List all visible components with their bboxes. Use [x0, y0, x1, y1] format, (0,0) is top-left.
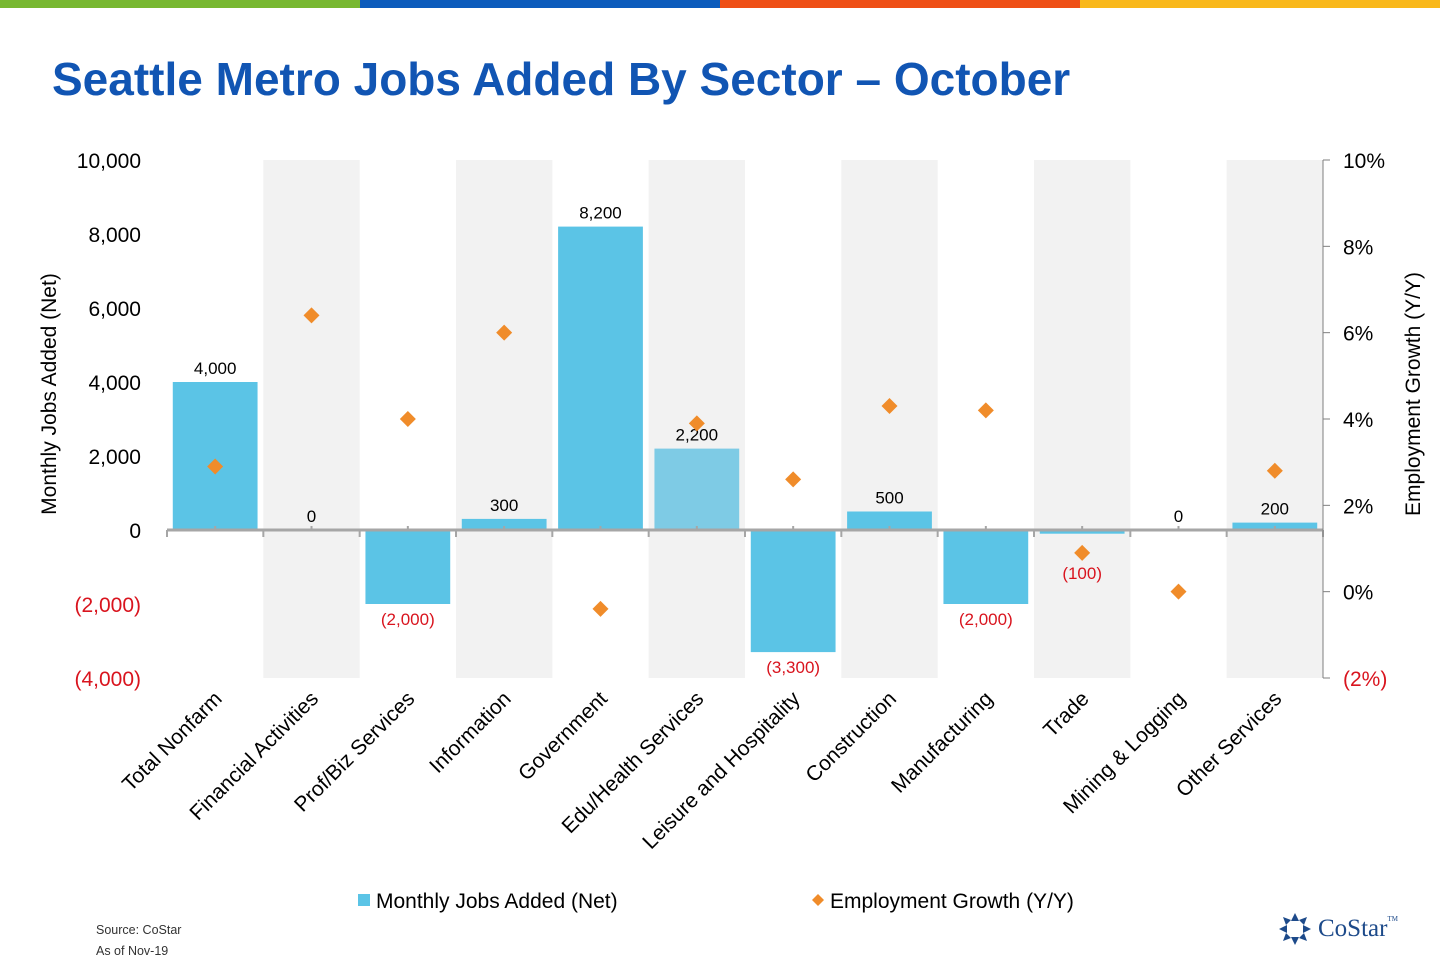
as-of-line: As of Nov-19 — [96, 944, 169, 958]
bar — [750, 530, 836, 653]
y-tick-label: 2,000 — [88, 446, 141, 469]
bar — [172, 382, 258, 530]
category-label: Manufacturing — [887, 687, 997, 797]
y-axis-title: Monthly Jobs Added (Net) — [38, 273, 61, 515]
growth-marker — [881, 398, 898, 415]
chart-title: Seattle Metro Jobs Added By Sector – Oct… — [52, 53, 1071, 105]
y2-tick-label: 10% — [1343, 150, 1385, 173]
background-band — [263, 160, 360, 678]
growth-marker — [1266, 462, 1283, 479]
legend-bar-label: Monthly Jobs Added (Net) — [376, 890, 618, 913]
y2-tick-label: (2%) — [1343, 668, 1387, 691]
top-bar-green — [0, 0, 360, 8]
bar — [365, 530, 451, 604]
y-tick-label: (4,000) — [74, 668, 141, 691]
bar-data-label: 2,200 — [676, 426, 719, 445]
bar-data-label: (100) — [1062, 564, 1102, 583]
growth-marker — [688, 415, 705, 432]
bar-data-label: (2,000) — [381, 610, 435, 629]
source-line: Source: CoStar — [96, 923, 182, 937]
top-bar-orange — [720, 0, 1080, 8]
costar-logo: CoStarTM — [1278, 912, 1398, 946]
y-tick-label: 8,000 — [88, 224, 141, 247]
bar-data-label: 200 — [1261, 500, 1289, 519]
growth-marker — [399, 411, 416, 427]
background-band — [841, 160, 938, 678]
y-tick-label: 4,000 — [88, 372, 141, 395]
legend-marker-label: Employment Growth (Y/Y) — [830, 890, 1074, 913]
bar — [654, 448, 740, 530]
y2-tick-label: 2% — [1343, 495, 1373, 518]
growth-marker — [1074, 544, 1091, 561]
costar-star-icon — [1279, 913, 1311, 945]
bar-data-label: 500 — [875, 489, 903, 508]
category-label: Total Nonfarm — [118, 687, 227, 796]
y-tick-label: 6,000 — [88, 298, 141, 321]
top-bar-yellow — [1080, 0, 1440, 8]
logo-text: CoStar — [1318, 915, 1388, 942]
growth-marker — [785, 471, 802, 488]
bar — [943, 530, 1029, 604]
y2-tick-label: 0% — [1343, 582, 1373, 605]
growth-marker — [303, 307, 320, 324]
growth-marker — [496, 324, 513, 341]
growth-marker — [977, 402, 994, 419]
bar — [558, 226, 643, 530]
bar-data-label: 8,200 — [579, 204, 622, 223]
category-label: Information — [425, 687, 516, 778]
category-label: Leisure and Hospitality — [638, 687, 805, 854]
category-label: Trade — [1039, 687, 1094, 742]
bar — [1039, 530, 1125, 534]
y2-tick-label: 6% — [1343, 323, 1373, 346]
bar — [461, 518, 547, 530]
logo-wordmark: CoStarTM — [1318, 915, 1398, 943]
y2-tick-label: 4% — [1343, 409, 1373, 432]
background-band — [1226, 160, 1323, 678]
y2-tick-label: 8% — [1343, 236, 1373, 259]
y-tick-label: (2,000) — [74, 594, 141, 617]
background-band — [456, 160, 553, 678]
category-label: Construction — [801, 687, 901, 787]
bar — [847, 511, 932, 530]
bar-data-label: 300 — [490, 496, 518, 515]
legend-marker-swatch — [812, 894, 824, 906]
logo-tm: TM — [1387, 915, 1398, 923]
bar-data-label: 0 — [1174, 507, 1183, 526]
y-tick-label: 10,000 — [77, 150, 141, 173]
bar-data-label: 0 — [307, 507, 316, 526]
growth-marker — [207, 458, 224, 475]
growth-marker — [1170, 583, 1187, 600]
bar-data-label: (3,300) — [766, 658, 820, 677]
legend-bar-swatch — [358, 894, 370, 906]
bar-data-label: 4,000 — [194, 359, 237, 378]
y2-axis-title: Employment Growth (Y/Y) — [1402, 272, 1425, 516]
top-bar-blue — [360, 0, 720, 8]
top-color-bar — [0, 0, 1440, 8]
y-tick-label: 0 — [129, 520, 141, 543]
bar-data-label: (2,000) — [959, 610, 1013, 629]
category-label: Government — [514, 687, 612, 785]
background-band — [1034, 160, 1131, 678]
source-note: Source: CoStar As of Nov-19 — [96, 920, 181, 962]
growth-marker — [592, 600, 609, 617]
